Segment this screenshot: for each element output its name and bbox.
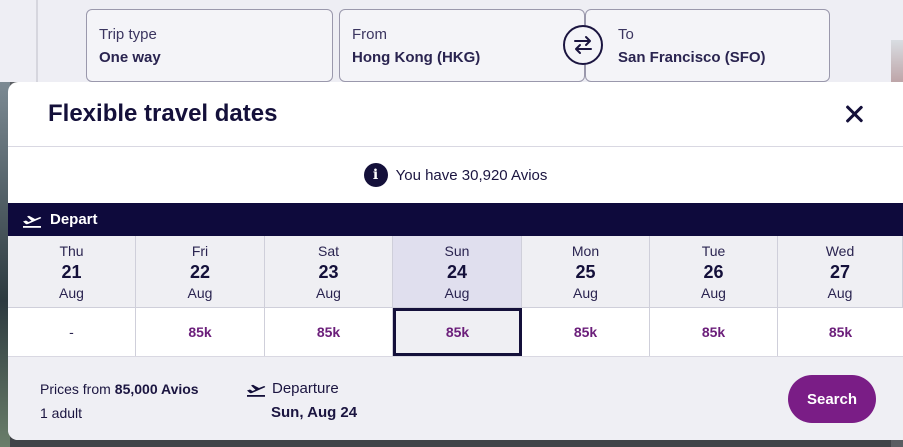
price-cell-tue-26[interactable]: 85k bbox=[650, 308, 778, 356]
trip-type-value: One way bbox=[99, 49, 161, 66]
swap-button[interactable] bbox=[563, 25, 603, 65]
month: Aug bbox=[827, 285, 853, 301]
price-summary: Prices from 85,000 Avios 1 adult bbox=[40, 377, 199, 425]
date-header-thu-21[interactable]: Thu 21 Aug bbox=[8, 236, 136, 308]
departure-date: Sun, Aug 24 bbox=[271, 404, 358, 421]
modal-footer: Prices from 85,000 Avios 1 adult Departur… bbox=[8, 356, 903, 440]
month: Aug bbox=[187, 285, 213, 301]
info-icon: i bbox=[363, 163, 388, 187]
month: Aug bbox=[444, 285, 470, 301]
month: Aug bbox=[573, 285, 598, 301]
search-button[interactable]: Search bbox=[788, 375, 876, 423]
day-number: 24 bbox=[446, 262, 468, 282]
month: Aug bbox=[59, 285, 84, 301]
price-cell-sun-24-selected[interactable]: 85k bbox=[393, 308, 522, 356]
day-number: 23 bbox=[318, 262, 339, 282]
modal-header: Flexible travel dates bbox=[8, 82, 903, 147]
date-header-mon-25[interactable]: Mon 25 Aug bbox=[522, 236, 650, 308]
swap-arrows-icon bbox=[574, 36, 592, 54]
day-of-week: Mon bbox=[571, 243, 600, 259]
modal-title: Flexible travel dates bbox=[48, 100, 278, 127]
departure-label: Departure bbox=[272, 380, 339, 397]
price-cell-sat-23[interactable]: 85k bbox=[265, 308, 393, 356]
from-value: Hong Kong (HKG) bbox=[352, 49, 481, 66]
trip-type-label: Trip type bbox=[99, 26, 157, 43]
day-number: 26 bbox=[703, 262, 724, 282]
price-cell-mon-25[interactable]: 85k bbox=[522, 308, 650, 356]
departure-summary: Departure Sun, Aug 24 bbox=[246, 377, 357, 425]
depart-bar: Depart bbox=[8, 203, 903, 236]
day-number: 27 bbox=[829, 262, 851, 282]
price-cell-fri-22[interactable]: 85k bbox=[136, 308, 265, 356]
close-icon[interactable] bbox=[843, 103, 865, 125]
month: Aug bbox=[316, 285, 341, 301]
plane-takeoff-icon bbox=[247, 384, 266, 397]
price-cell-wed-27[interactable]: 85k bbox=[778, 308, 903, 356]
trip-type-field[interactable]: Trip type One way bbox=[86, 9, 333, 82]
day-number: 22 bbox=[189, 262, 211, 282]
price-cell-thu-21: - bbox=[8, 308, 136, 356]
date-header-wed-27[interactable]: Wed 27 Aug bbox=[778, 236, 903, 308]
to-field[interactable]: To San Francisco (SFO) bbox=[585, 9, 830, 82]
day-of-week: Sun bbox=[444, 243, 470, 259]
to-value: San Francisco (SFO) bbox=[618, 49, 766, 66]
date-header-sun-24[interactable]: Sun 24 Aug bbox=[393, 236, 522, 308]
prices-from-label: Prices from bbox=[40, 381, 111, 397]
day-number: 21 bbox=[61, 262, 82, 282]
day-of-week: Sat bbox=[317, 243, 339, 259]
flexible-dates-modal: Flexible travel dates i You have 30,920 … bbox=[8, 82, 903, 440]
day-of-week: Tue bbox=[701, 243, 726, 259]
to-label: To bbox=[618, 26, 634, 43]
prices-from-value: 85,000 Avios bbox=[114, 381, 199, 397]
from-field[interactable]: From Hong Kong (HKG) bbox=[339, 9, 585, 82]
date-header-tue-26[interactable]: Tue 26 Aug bbox=[650, 236, 778, 308]
day-of-week: Wed bbox=[825, 243, 855, 259]
background-photo-left bbox=[0, 82, 10, 447]
date-header-sat-23[interactable]: Sat 23 Aug bbox=[265, 236, 393, 308]
day-of-week: Fri bbox=[191, 243, 209, 259]
day-number: 25 bbox=[575, 262, 596, 282]
from-label: From bbox=[352, 26, 387, 43]
date-grid: Thu 21 Aug Fri 22 Aug Sat 23 Aug Sun 24 … bbox=[8, 236, 903, 356]
day-of-week: Thu bbox=[59, 243, 84, 259]
date-header-fri-22[interactable]: Fri 22 Aug bbox=[136, 236, 265, 308]
month: Aug bbox=[701, 285, 726, 301]
passenger-count: 1 adult bbox=[40, 405, 83, 421]
plane-takeoff-icon bbox=[23, 215, 42, 228]
depart-label: Depart bbox=[50, 211, 98, 228]
background-divider bbox=[36, 0, 38, 82]
avios-balance-row: i You have 30,920 Avios bbox=[8, 147, 903, 203]
avios-balance: You have 30,920 Avios bbox=[395, 166, 548, 184]
